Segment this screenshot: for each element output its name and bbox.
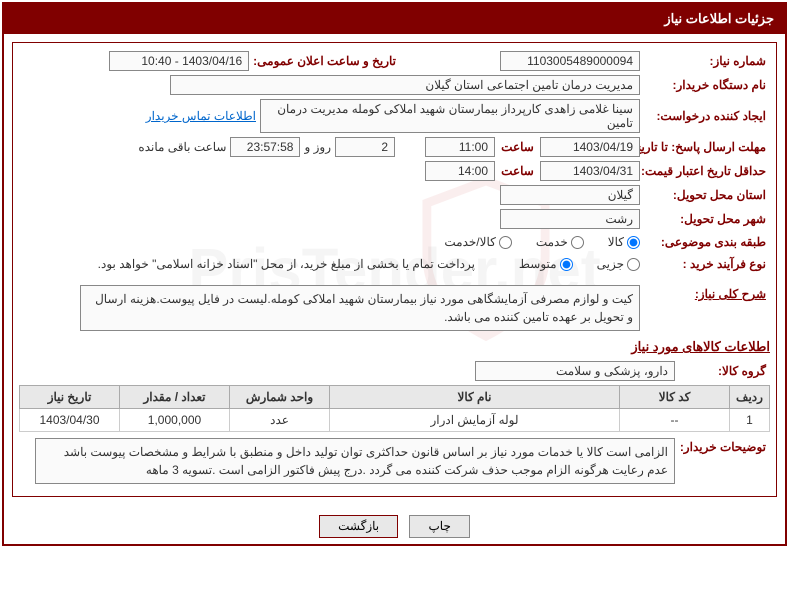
cat-both-radio[interactable]: [499, 236, 512, 249]
province-label: استان محل تحویل:: [640, 186, 770, 204]
cat-goods-radio[interactable]: [627, 236, 640, 249]
cat-service-radio[interactable]: [571, 236, 584, 249]
buyer-label: نام دستگاه خریدار:: [640, 76, 770, 94]
buyer-field: مدیریت درمان تامین اجتماعی استان گیلان: [170, 75, 640, 95]
button-bar: چاپ بازگشت: [4, 505, 785, 544]
cell-code: --: [620, 409, 730, 432]
th-unit: واحد شمارش: [230, 386, 330, 409]
th-code: کد کالا: [620, 386, 730, 409]
announce-dt-field: 1403/04/16 - 10:40: [109, 51, 249, 71]
validity-label: حداقل تاریخ اعتبار قیمت: تا تاریخ:: [640, 162, 770, 180]
proc-small-label: جزیی: [597, 257, 624, 271]
day-and-label: روز و: [300, 138, 335, 156]
province-field: گیلان: [500, 185, 640, 205]
deadline-send-date: 1403/04/19: [540, 137, 640, 157]
goods-info-title: اطلاعات کالاهای مورد نیاز: [19, 339, 770, 355]
page-title: جزئیات اطلاعات نیاز: [664, 11, 774, 26]
contact-buyer-link[interactable]: اطلاعات تماس خریدار: [142, 109, 260, 123]
validity-date: 1403/04/31: [540, 161, 640, 181]
requester-field: سینا غلامی زاهدی کارپرداز بیمارستان شهید…: [260, 99, 640, 133]
th-row: ردیف: [730, 386, 770, 409]
main-frame: جزئیات اطلاعات نیاز PrisTender.net شماره…: [2, 2, 787, 546]
countdown-time: 23:57:58: [230, 137, 300, 157]
validity-time: 14:00: [425, 161, 495, 181]
need-number-label: شماره نیاز:: [640, 52, 770, 70]
category-radio-group: کالا خدمت کالا/خدمت: [424, 235, 640, 249]
general-desc-label: شرح کلی نیاز:: [640, 285, 770, 303]
city-field: رشت: [500, 209, 640, 229]
th-name: نام کالا: [330, 386, 620, 409]
process-label: نوع فرآیند خرید :: [640, 255, 770, 273]
cell-name: لوله آزمایش ادرار: [330, 409, 620, 432]
cell-date: 1403/04/30: [20, 409, 120, 432]
cat-goods-label: کالا: [608, 235, 624, 249]
buyer-notes-field: الزامی است کالا یا خدمات مورد نیاز بر اس…: [35, 438, 675, 484]
form-panel: PrisTender.net شماره نیاز: 1103005489000…: [12, 42, 777, 497]
cell-unit: عدد: [230, 409, 330, 432]
days-remaining: 2: [335, 137, 395, 157]
table-row: 1 -- لوله آزمایش ادرار عدد 1,000,000 140…: [20, 409, 770, 432]
requester-label: ایجاد کننده درخواست:: [640, 107, 770, 125]
proc-medium-label: متوسط: [519, 257, 557, 271]
cell-qty: 1,000,000: [120, 409, 230, 432]
page-header: جزئیات اطلاعات نیاز: [4, 4, 785, 34]
process-radio-group: جزیی متوسط: [499, 257, 640, 271]
proc-medium-radio[interactable]: [560, 258, 573, 271]
goods-group-label: گروه کالا:: [675, 362, 770, 380]
goods-group-field: دارو، پزشکی و سلامت: [475, 361, 675, 381]
payment-note: پرداخت تمام یا بخشی از مبلغ خرید، از محل…: [94, 255, 479, 273]
th-date: تاریخ نیاز: [20, 386, 120, 409]
general-desc-field: کیت و لوازم مصرفی آزمایشگاهی مورد نیاز ب…: [80, 285, 640, 331]
cat-both-label: کالا/خدمت: [444, 235, 495, 249]
announce-dt-label: تاریخ و ساعت اعلان عمومی:: [249, 52, 400, 70]
th-qty: تعداد / مقدار: [120, 386, 230, 409]
return-button[interactable]: بازگشت: [319, 515, 398, 538]
print-button[interactable]: چاپ: [409, 515, 469, 538]
proc-small-radio[interactable]: [627, 258, 640, 271]
deadline-send-label: مهلت ارسال پاسخ: تا تاریخ:: [640, 138, 770, 156]
category-label: طبقه بندی موضوعی:: [640, 233, 770, 251]
cell-row: 1: [730, 409, 770, 432]
need-number-field: 1103005489000094: [500, 51, 640, 71]
cat-service-label: خدمت: [536, 235, 568, 249]
city-label: شهر محل تحویل:: [640, 210, 770, 228]
buyer-notes-label: توضیحات خریدار:: [675, 438, 770, 456]
remaining-label: ساعت باقی مانده: [134, 138, 230, 156]
deadline-send-time: 11:00: [425, 137, 495, 157]
hour-label-2: ساعت: [495, 162, 540, 180]
hour-label-1: ساعت: [495, 138, 540, 156]
goods-table: ردیف کد کالا نام کالا واحد شمارش تعداد /…: [19, 385, 770, 432]
